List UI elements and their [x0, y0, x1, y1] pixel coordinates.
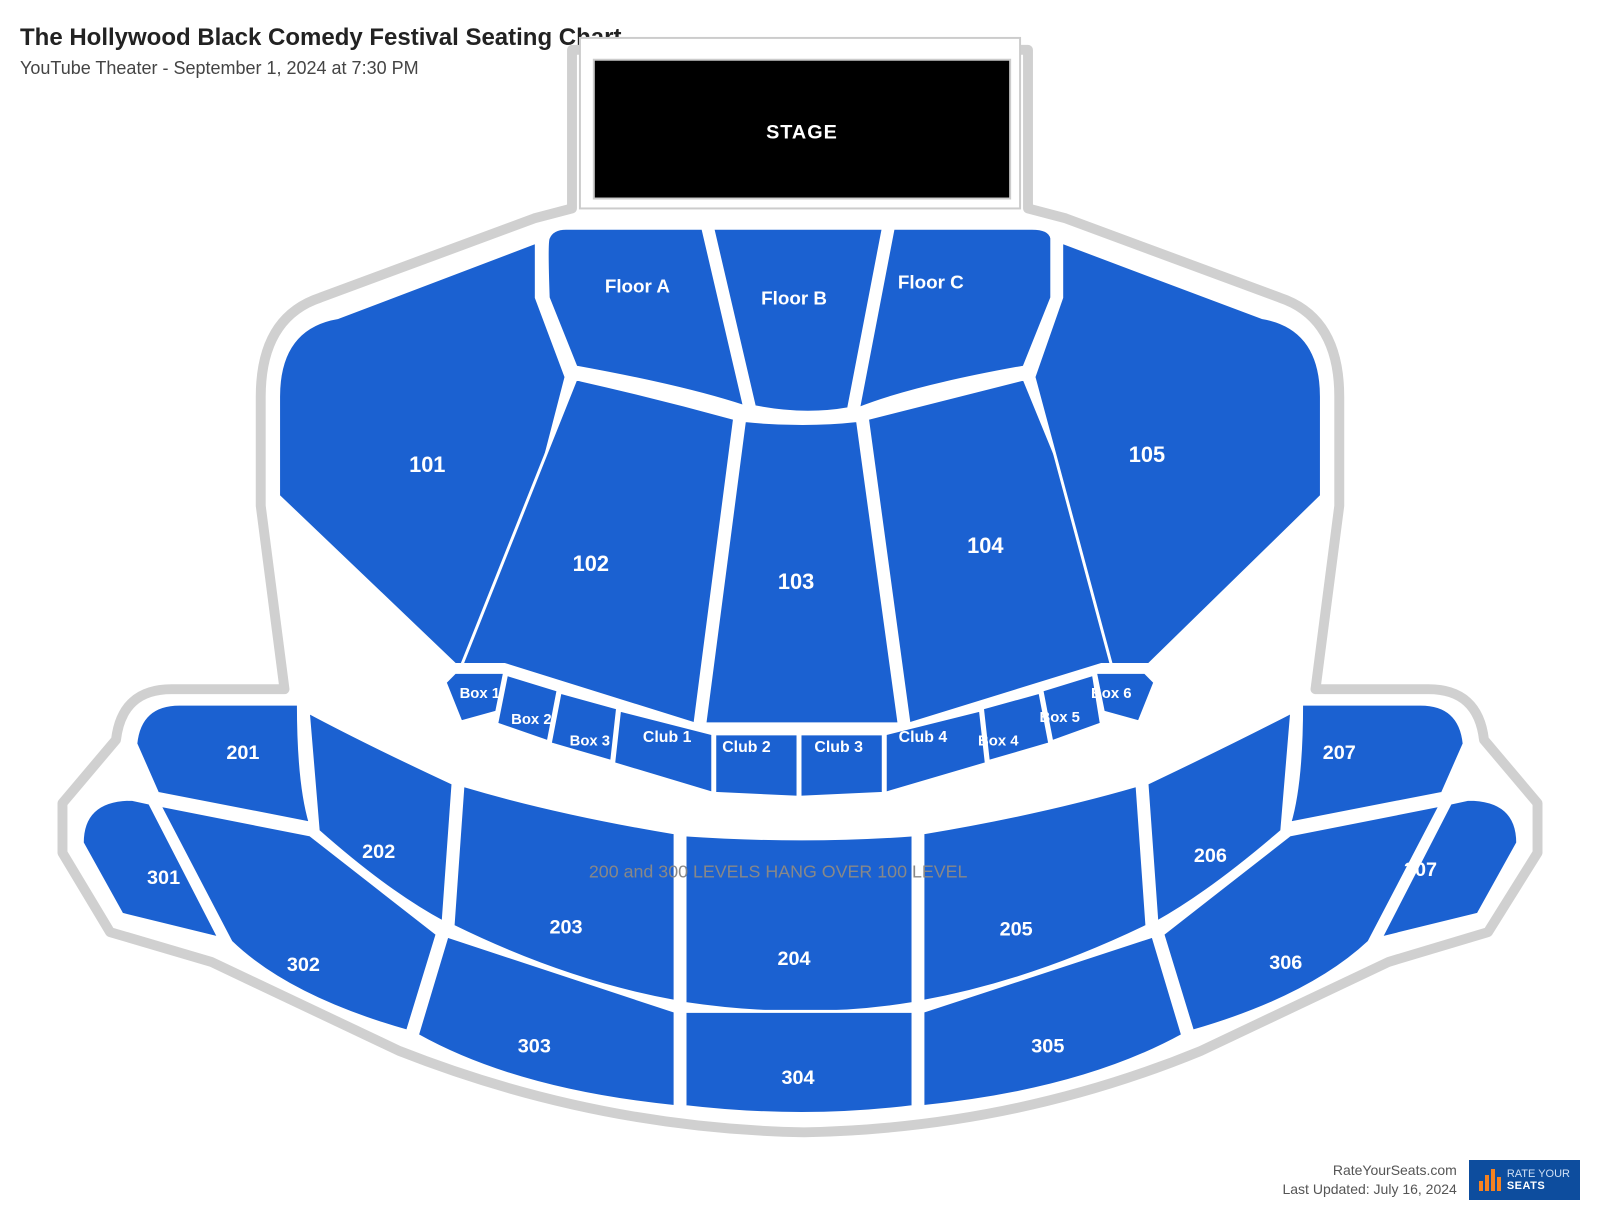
- section-label: Club 4: [899, 729, 948, 746]
- svg-text:STAGE: STAGE: [766, 121, 838, 143]
- section-box-5[interactable]: [1042, 674, 1101, 741]
- section-label: 207: [1323, 742, 1356, 764]
- seating-chart: STAGE Floor A Floor B Floor C 101 102 103 104…: [40, 30, 1560, 1170]
- section-label: Box 1: [460, 686, 500, 702]
- section-label: Club 1: [643, 729, 692, 746]
- section-label: 206: [1194, 845, 1227, 867]
- section-label: Box 4: [978, 734, 1019, 750]
- section-label: Club 3: [814, 739, 863, 756]
- section-label: 304: [781, 1067, 814, 1089]
- section-box-4[interactable]: [982, 692, 1049, 761]
- footer-updated: Last Updated: July 16, 2024: [1282, 1180, 1456, 1200]
- section-300-304[interactable]: [685, 1011, 913, 1113]
- hang-over-note: 200 and 300 LEVELS HANG OVER 100 LEVEL: [589, 861, 968, 881]
- section-label: 203: [550, 916, 583, 938]
- section-label: 104: [967, 533, 1003, 558]
- section-label: Floor C: [898, 272, 964, 293]
- section-label: 101: [409, 452, 445, 477]
- stage: STAGE: [580, 38, 1020, 209]
- section-label: 102: [573, 551, 609, 576]
- section-label: Floor A: [605, 276, 671, 297]
- section-label: Box 3: [570, 734, 610, 750]
- section-label: 305: [1031, 1035, 1064, 1057]
- section-label: Box 2: [511, 712, 551, 728]
- section-label: 205: [1000, 918, 1033, 940]
- section-label: 301: [147, 867, 180, 889]
- section-box-2[interactable]: [497, 674, 558, 741]
- footer: RateYourSeats.com Last Updated: July 16,…: [1282, 1160, 1580, 1200]
- section-label: 303: [518, 1035, 551, 1057]
- section-label: Floor B: [761, 288, 827, 309]
- section-label: 105: [1129, 442, 1165, 467]
- section-label: 103: [778, 569, 814, 594]
- section-label: 302: [287, 954, 320, 976]
- section-label: 306: [1269, 952, 1302, 974]
- section-label: Club 2: [722, 739, 771, 756]
- section-box-3[interactable]: [550, 692, 617, 761]
- section-label: 204: [778, 948, 811, 970]
- section-club-1[interactable]: [614, 710, 713, 793]
- section-label: 307: [1404, 859, 1437, 881]
- section-label: Box 5: [1039, 710, 1079, 726]
- rateyourseats-logo: RATE YOUR SEATS: [1469, 1160, 1580, 1200]
- footer-site: RateYourSeats.com: [1282, 1161, 1456, 1181]
- section-label: 201: [226, 742, 259, 764]
- section-label: 202: [362, 841, 395, 863]
- section-label: Box 6: [1091, 686, 1131, 702]
